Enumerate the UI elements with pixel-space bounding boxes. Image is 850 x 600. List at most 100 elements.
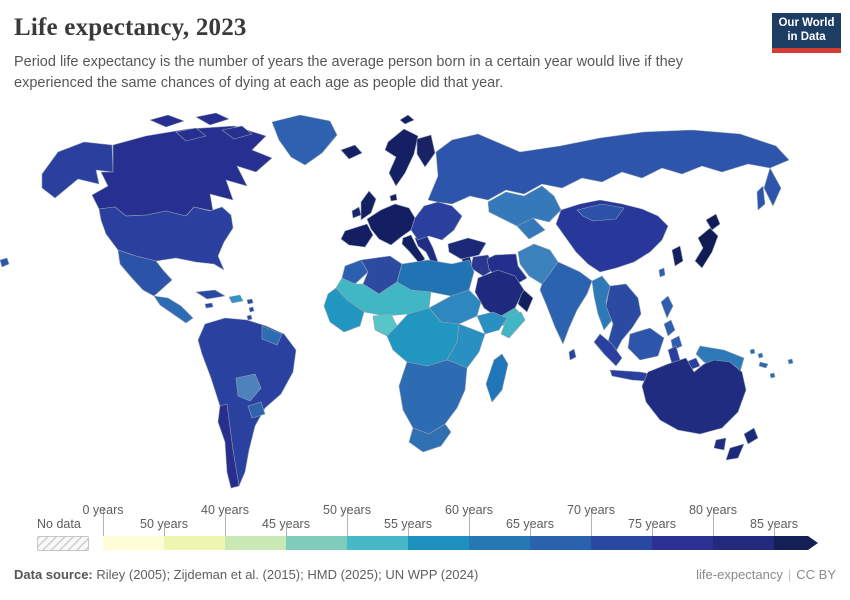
legend-tick [469, 508, 470, 536]
legend-tick-label: 55 years [384, 517, 432, 531]
legend-tick-label: 65 years [506, 517, 554, 531]
legend-segment-3[interactable] [286, 536, 347, 550]
owid-logo[interactable]: Our World in Data [772, 13, 841, 53]
legend-color-bar [103, 536, 818, 550]
country-russia[interactable] [427, 129, 790, 211]
legend-tick [103, 508, 104, 536]
legend-tick [530, 527, 531, 536]
country-oman[interactable] [517, 289, 534, 313]
legend-segment-5[interactable] [408, 536, 469, 550]
country-alaska[interactable] [41, 141, 114, 199]
country-turkey[interactable] [447, 237, 487, 260]
country-canada-arctic-islands[interactable] [149, 112, 253, 142]
country-mexico[interactable] [117, 249, 173, 297]
license-link[interactable]: CC BY [796, 567, 836, 582]
region-caribbean-islands[interactable] [204, 298, 255, 321]
legend-tick-label: 45 years [262, 517, 310, 531]
country-canada[interactable] [91, 125, 273, 217]
region-guyanas[interactable] [261, 325, 283, 346]
legend-tick-label: 50 years [140, 517, 188, 531]
data-source-text: Riley (2005); Zijdeman et al. (2015); HM… [92, 567, 479, 582]
region-western-europe[interactable] [366, 193, 416, 246]
legend-segment-11[interactable] [774, 536, 818, 550]
country-russia-west-fragment[interactable] [0, 257, 10, 268]
legend-segment-0[interactable] [103, 536, 164, 550]
country-cuba[interactable] [195, 289, 226, 300]
country-korea[interactable] [671, 245, 684, 267]
footer-separator: | [787, 567, 792, 582]
legend-tick-label: 60 years [445, 503, 493, 517]
legend-segment-2[interactable] [225, 536, 286, 550]
region-scandinavia[interactable] [384, 114, 419, 187]
chart-footer: Data source: Riley (2005); Zijdeman et a… [14, 567, 836, 582]
page-title: Life expectancy, 2023 [14, 14, 247, 41]
world-map-svg [0, 112, 794, 489]
region-southern-africa[interactable] [398, 359, 468, 435]
country-philippines[interactable] [660, 295, 683, 351]
map-legend: No data 0 years 50 years 40 years 45 years 5… [0, 503, 850, 553]
legend-segment-1[interactable] [164, 536, 225, 550]
legend-segment-4[interactable] [347, 536, 408, 550]
legend-segment-10[interactable] [713, 536, 774, 550]
no-data-label: No data [37, 517, 81, 531]
legend-segment-9[interactable] [652, 536, 713, 550]
country-iceland[interactable] [340, 144, 363, 160]
country-china[interactable] [555, 199, 669, 273]
legend-tick [652, 527, 653, 536]
owid-logo-line2: in Data [787, 30, 826, 43]
country-ireland[interactable] [351, 206, 362, 219]
region-south-america[interactable] [197, 317, 297, 489]
legend-tick-label: 0 years [82, 503, 124, 517]
country-ethiopia[interactable] [476, 311, 508, 335]
legend-tick-label: 85 years [750, 517, 798, 531]
country-japan[interactable] [694, 213, 721, 269]
region-central-asia[interactable] [487, 185, 562, 240]
legend-tick-label: 75 years [628, 517, 676, 531]
legend-tick [164, 527, 165, 536]
country-taiwan[interactable] [658, 267, 666, 278]
legend-tick [286, 527, 287, 536]
legend-tick [591, 508, 592, 536]
country-australia[interactable] [641, 357, 747, 451]
owid-logo-line1: Our World [778, 16, 835, 29]
footer-right: life-expectancy | CC BY [696, 567, 836, 582]
region-west-africa[interactable] [323, 287, 365, 333]
legend-tick [774, 527, 775, 536]
legend-tick-label: 50 years [323, 503, 371, 517]
legend-tick [225, 508, 226, 536]
country-paraguay[interactable] [247, 401, 266, 419]
data-source-label: Data source: [14, 567, 93, 582]
country-finland[interactable] [416, 134, 436, 168]
chart-slug[interactable]: life-expectancy [696, 567, 783, 582]
region-eastern-europe[interactable] [410, 201, 463, 241]
legend-tick [408, 527, 409, 536]
no-data-swatch[interactable] [37, 536, 89, 551]
data-source: Data source: Riley (2005); Zijdeman et a… [14, 567, 478, 582]
country-usa[interactable] [98, 206, 234, 271]
legend-tick-label: 70 years [567, 503, 615, 517]
country-greenland[interactable] [271, 114, 338, 166]
legend-segment-8[interactable] [591, 536, 652, 550]
country-madagascar[interactable] [485, 353, 509, 403]
country-new-zealand[interactable] [725, 427, 759, 461]
country-somalia[interactable] [500, 311, 526, 339]
country-morocco[interactable] [341, 259, 369, 285]
legend-segment-6[interactable] [469, 536, 530, 550]
country-india[interactable] [539, 261, 593, 345]
legend-segment-7[interactable] [530, 536, 591, 550]
region-indochina[interactable] [605, 283, 642, 356]
legend-tick-label: 40 years [201, 503, 249, 517]
country-hispaniola[interactable] [228, 294, 244, 304]
country-uk[interactable] [360, 190, 377, 221]
region-iberia[interactable] [340, 223, 374, 248]
country-sri-lanka[interactable] [568, 348, 577, 361]
country-chile[interactable] [217, 403, 240, 489]
region-central-america[interactable] [153, 295, 194, 324]
chart-subtitle: Period life expectancy is the number of … [14, 54, 683, 91]
country-bolivia[interactable] [235, 373, 262, 402]
country-mongolia[interactable] [576, 203, 625, 222]
legend-tick [347, 508, 348, 536]
country-south-africa[interactable] [408, 423, 452, 453]
region-borneo-malaysia[interactable] [627, 327, 665, 361]
region-pacific-islands[interactable] [749, 348, 794, 379]
